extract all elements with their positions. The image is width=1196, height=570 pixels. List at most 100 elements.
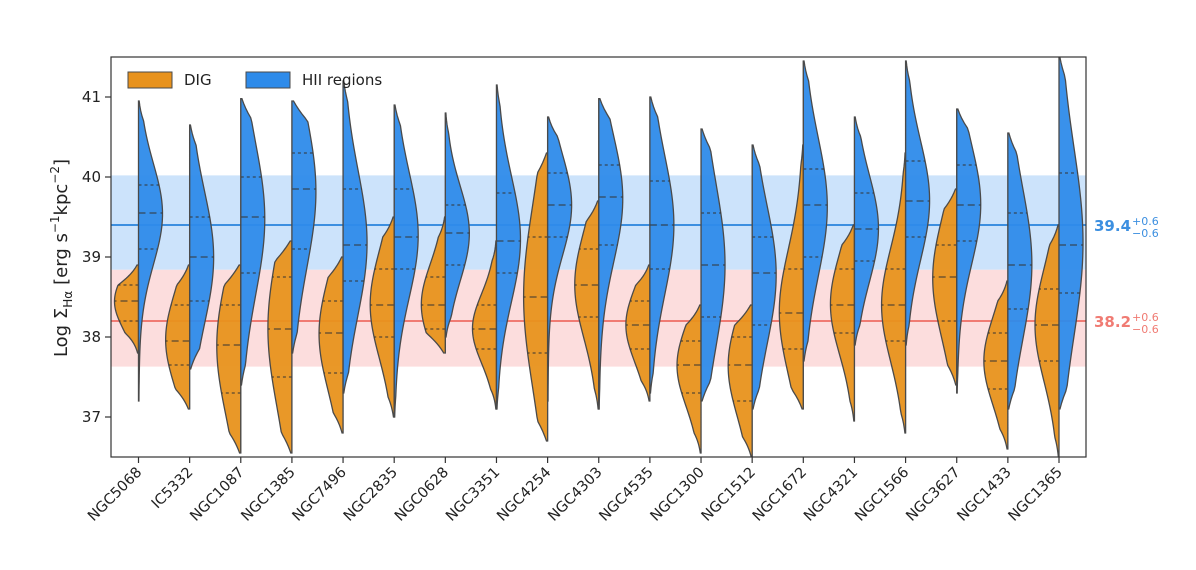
- y-tick-label: 39: [82, 248, 101, 266]
- violins: [113, 57, 1084, 457]
- x-tick-label: NGC2835: [341, 465, 401, 525]
- y-label-main: Log Σ: [51, 308, 72, 357]
- violin-NGC3351: [471, 84, 522, 410]
- x-tick-label: NGC1566: [852, 465, 912, 525]
- dig-ref-sup: +0.6: [1132, 311, 1159, 324]
- violin-NGC1385: [267, 100, 317, 454]
- violin-NGC1365: [1034, 57, 1084, 457]
- NGC1365-dig-half: [1034, 224, 1060, 457]
- violin-NGC4303: [574, 97, 624, 410]
- x-tick-label: NGC1433: [955, 465, 1015, 525]
- y-axis: 37 38 39 40 41: [82, 88, 111, 426]
- dig-ref-value: 38.2: [1094, 313, 1131, 331]
- hii-ref-sub: −0.6: [1132, 227, 1159, 240]
- NGC3627-dig-half: [932, 188, 958, 386]
- violin-NGC5068: [113, 100, 164, 402]
- x-tick-label: NGC4321: [801, 465, 861, 525]
- NGC4254-hii-half: [546, 116, 573, 402]
- dig-ref-sub: −0.6: [1132, 323, 1159, 336]
- NGC1385-dig-half: [267, 240, 293, 454]
- NGC3351-hii-half: [495, 84, 522, 410]
- NGC1385-hii-half: [291, 100, 317, 354]
- violin-NGC2835: [369, 104, 419, 418]
- x-tick-label: NGC0628: [392, 465, 452, 525]
- legend-swatch-dig: [127, 71, 173, 89]
- NGC1512-hii-half: [751, 144, 777, 410]
- violin-IC5332: [164, 124, 215, 410]
- NGC4321-dig-half: [829, 224, 856, 422]
- x-tick-label: NGC1300: [648, 465, 708, 525]
- NGC1300-dig-half: [676, 304, 702, 454]
- NGC1672-dig-half: [778, 144, 804, 410]
- y-label-units: [erg s: [51, 233, 72, 285]
- IC5332-dig-half: [164, 264, 191, 410]
- legend: DIG HII regions: [127, 71, 382, 89]
- NGC0628-dig-half: [420, 216, 446, 354]
- NGC0628-hii-half: [444, 112, 470, 338]
- NGC1512-dig-half: [727, 304, 753, 457]
- x-tick-label: NGC1087: [187, 465, 247, 525]
- x-tick-label: NGC3627: [903, 465, 963, 525]
- y-label-units-end: ]: [51, 159, 72, 166]
- y-label-units-exp: −1: [48, 215, 62, 233]
- hii-ref-sup: +0.6: [1132, 215, 1159, 228]
- x-tick-label: IC5332: [149, 465, 197, 513]
- x-tick-label: NGC1365: [1006, 465, 1066, 525]
- NGC1087-dig-half: [216, 264, 242, 454]
- NGC1365-hii-half: [1058, 57, 1084, 410]
- violin-NGC4535: [625, 96, 675, 402]
- x-tick-label: NGC3351: [443, 465, 503, 525]
- violin-NGC1672: [778, 60, 828, 410]
- x-tick-label: NGC1672: [750, 465, 810, 525]
- hii-ref-value: 39.4: [1094, 217, 1131, 235]
- violin-NGC0628: [420, 112, 470, 354]
- NGC1566-hii-half: [904, 60, 931, 346]
- dig-reference-label: 38.2 +0.6−0.6: [1094, 311, 1159, 336]
- y-tick-label: 41: [82, 88, 101, 106]
- NGC7496-dig-half: [318, 256, 344, 434]
- y-tick-label: 40: [82, 168, 101, 186]
- NGC4535-dig-half: [625, 264, 651, 402]
- violin-NGC3627: [932, 108, 982, 394]
- y-label-units-exp2: −2: [48, 166, 62, 184]
- violin-NGC4254: [522, 116, 573, 442]
- legend-swatch-hii: [245, 71, 291, 89]
- violin-NGC4321: [829, 116, 880, 422]
- NGC5068-hii-half: [137, 100, 164, 402]
- NGC5068-dig-half: [113, 264, 140, 354]
- NGC7496-hii-half: [342, 80, 368, 394]
- IC5332-hii-half: [188, 124, 215, 370]
- x-tick-label: NGC4535: [597, 465, 657, 525]
- NGC3351-dig-half: [471, 240, 498, 410]
- NGC4303-hii-half: [598, 97, 624, 410]
- x-tick-label: NGC1512: [699, 465, 759, 525]
- x-tick-label: NGC7496: [290, 465, 350, 525]
- NGC1433-hii-half: [1007, 132, 1033, 410]
- reference-labels: 39.4 +0.6−0.638.2 +0.6−0.6: [1094, 215, 1159, 336]
- x-tick-label: NGC5068: [85, 465, 145, 525]
- hii-reference-label: 39.4 +0.6−0.6: [1094, 215, 1159, 240]
- y-tick-label: 38: [82, 328, 101, 346]
- x-tick-label: NGC1385: [239, 465, 299, 525]
- y-tick-label: 37: [82, 408, 101, 426]
- violin-NGC1433: [983, 132, 1033, 450]
- violin-NGC1087: [216, 97, 266, 454]
- y-label-units-mid: kpc: [51, 184, 72, 216]
- legend-label-hii: HII regions: [302, 71, 382, 89]
- legend-label-dig: DIG: [184, 71, 212, 89]
- y-label-sub: Hα: [61, 291, 75, 308]
- NGC4535-hii-half: [649, 96, 675, 394]
- NGC2835-dig-half: [369, 216, 395, 418]
- NGC1672-hii-half: [802, 60, 828, 362]
- x-tick-label: NGC4254: [494, 465, 554, 525]
- violin-NGC1566: [880, 60, 931, 434]
- NGC4303-dig-half: [574, 200, 600, 410]
- NGC1087-hii-half: [240, 97, 266, 386]
- violin-NGC1300: [676, 128, 726, 454]
- x-axis: NGC5068 IC5332NGC1087NGC1385NGC7496NGC283…: [85, 457, 1066, 525]
- violin-NGC7496: [318, 80, 368, 434]
- NGC1433-dig-half: [983, 280, 1009, 450]
- NGC3627-hii-half: [956, 108, 982, 394]
- NGC2835-hii-half: [393, 104, 419, 418]
